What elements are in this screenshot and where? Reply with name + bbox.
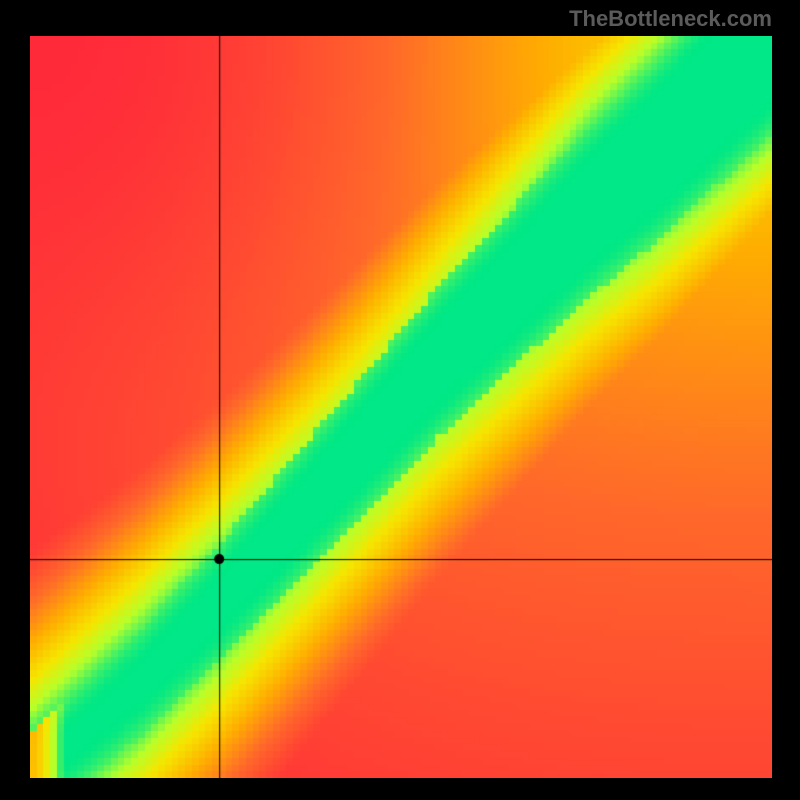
heatmap-canvas — [30, 36, 772, 778]
heatmap-plot — [30, 36, 772, 778]
watermark-text: TheBottleneck.com — [569, 6, 772, 32]
chart-container: { "watermark": { "text": "TheBottleneck.… — [0, 0, 800, 800]
